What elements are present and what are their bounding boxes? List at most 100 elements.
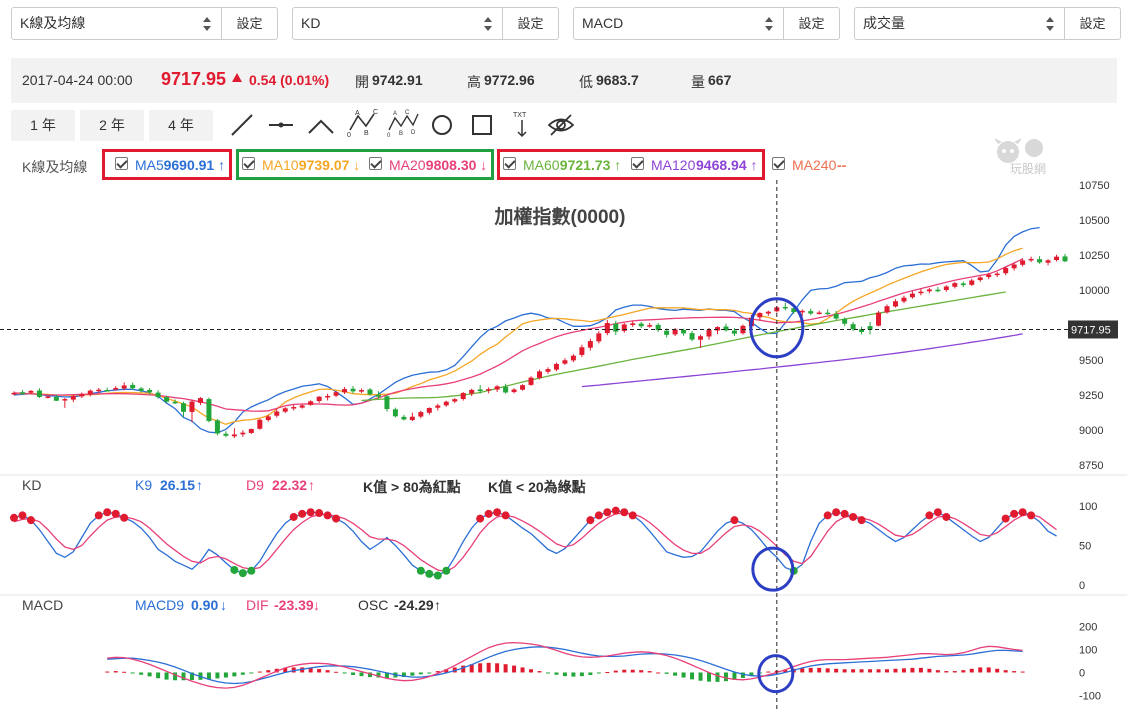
horizontal-line-tool-icon[interactable]: [267, 111, 295, 139]
rectangle-tool-icon[interactable]: [468, 111, 496, 139]
macd-osc-bar: [995, 668, 1000, 673]
ma-checkbox-ma10[interactable]: [242, 157, 255, 170]
ma-label-ma60: MA60: [523, 157, 560, 173]
candle-body: [714, 327, 720, 331]
macd-osc-bar: [596, 672, 601, 674]
macd-osc-bar: [656, 672, 661, 674]
macd-osc-bar: [571, 672, 576, 677]
candle-body: [443, 401, 449, 406]
candle-body: [570, 355, 576, 361]
candle-body: [291, 407, 297, 409]
macd-osc-bar: [901, 668, 906, 673]
candle-body: [1020, 260, 1026, 265]
kd-overbought-dot: [730, 516, 739, 525]
candle-body: [375, 394, 381, 397]
ma-value-ma120: 9468.94 ↑: [696, 157, 758, 173]
indicator-select-2[interactable]: KD: [292, 7, 503, 40]
line-tool-icon[interactable]: [228, 111, 256, 139]
candle-body: [1037, 259, 1043, 263]
kd-overbought-dot: [18, 511, 27, 520]
candle-body: [647, 325, 653, 327]
candle-body: [1045, 260, 1051, 263]
kd-overbought-dot: [925, 511, 934, 520]
macd-osc-bar: [749, 672, 754, 676]
macd-osc-bar: [732, 672, 737, 680]
candle-body: [689, 333, 695, 340]
macd-osc-bar: [266, 670, 271, 673]
angle-tool-icon[interactable]: [307, 111, 335, 139]
d9-value: 22.32: [272, 477, 308, 493]
candle-body: [621, 324, 627, 331]
hide-eye-icon[interactable]: [546, 111, 576, 139]
candle-body: [299, 405, 305, 408]
candle-body: [45, 396, 51, 398]
ma-checkbox-ma20[interactable]: [369, 157, 382, 170]
candle-body: [765, 311, 771, 314]
macd-osc-bar: [105, 671, 110, 673]
indicator-select-4[interactable]: 成交量: [854, 7, 1065, 40]
settings-button-3[interactable]: 設定: [784, 7, 840, 40]
macd-osc-bar: [817, 667, 822, 673]
chart-area[interactable]: 8750900092509500975010000102501050010750…: [0, 180, 1127, 712]
macd-osc-bar: [707, 672, 712, 682]
macd-osc-bar: [240, 672, 245, 675]
quote-change: 0.54 (0.01%): [249, 72, 330, 88]
macd-osc-bar: [944, 671, 949, 673]
candle-body: [11, 392, 17, 395]
ma-checkbox-ma240[interactable]: [772, 157, 785, 170]
candle-body: [426, 408, 432, 413]
candle-body: [909, 293, 915, 298]
indicator-select-1[interactable]: K線及均線: [11, 7, 222, 40]
macd-osc-bar: [698, 672, 703, 681]
macd-osc-bar: [529, 669, 534, 673]
abcde-pattern-tool-icon[interactable]: A C 0 B D: [386, 108, 420, 138]
kd-overbought-dot: [484, 509, 493, 518]
main-y-tick-label: 9000: [1079, 425, 1103, 437]
candle-body: [731, 330, 737, 334]
candle-body: [138, 388, 144, 391]
candle-body: [316, 396, 322, 402]
dif-value: -23.39: [274, 597, 314, 613]
macd-osc-bar: [910, 667, 915, 673]
candle-body: [537, 371, 542, 378]
settings-button-1[interactable]: 設定: [222, 7, 278, 40]
pattern-label: C: [373, 109, 378, 116]
kd-overbought-dot: [594, 511, 603, 520]
macd-osc-bar: [283, 667, 288, 673]
range-1y-button[interactable]: 1 年: [11, 110, 75, 141]
range-2y-button[interactable]: 2 年: [80, 110, 144, 141]
ma-value-ma240: --: [837, 157, 847, 173]
kd-overbought-dot: [628, 511, 637, 520]
candle-body: [706, 330, 712, 337]
candle-body: [969, 280, 975, 285]
kd-d-line: [13, 512, 1057, 573]
ma-checkbox-ma120[interactable]: [631, 157, 644, 170]
macd-osc-bar: [545, 672, 550, 674]
settings-button-2[interactable]: 設定: [503, 7, 559, 40]
text-tool-label: TXT: [513, 112, 527, 119]
macd-osc-bar: [156, 672, 161, 679]
candle-body: [79, 394, 85, 397]
macd-osc-bar: [673, 672, 678, 676]
macd-osc-bar: [842, 669, 847, 673]
candle-body: [664, 330, 670, 335]
k9-label: K9: [135, 477, 153, 493]
settings-button-4[interactable]: 設定: [1065, 7, 1121, 40]
text-tool-icon[interactable]: TXT: [508, 109, 536, 139]
ma-value-ma5: 9690.91 ↑: [163, 157, 226, 173]
circle-tool-icon[interactable]: [428, 111, 456, 139]
ma-checkbox-ma60[interactable]: [503, 157, 516, 170]
kd-overbought-dot: [26, 516, 35, 525]
candle-body: [596, 333, 602, 342]
macd-osc-bar: [961, 670, 966, 673]
high-value: 9772.96: [484, 72, 535, 88]
range-4y-button[interactable]: 4 年: [149, 110, 213, 141]
candle-body: [613, 323, 619, 332]
ma-checkbox-ma5[interactable]: [115, 157, 128, 170]
indicator-select-3[interactable]: MACD: [573, 7, 784, 40]
kd-overbought-dot: [840, 509, 849, 518]
candle-body: [113, 388, 119, 390]
macd-osc-bar: [173, 672, 178, 681]
abc-pattern-tool-icon[interactable]: A 0 B C: [346, 108, 378, 138]
pattern-label: A: [355, 110, 360, 117]
